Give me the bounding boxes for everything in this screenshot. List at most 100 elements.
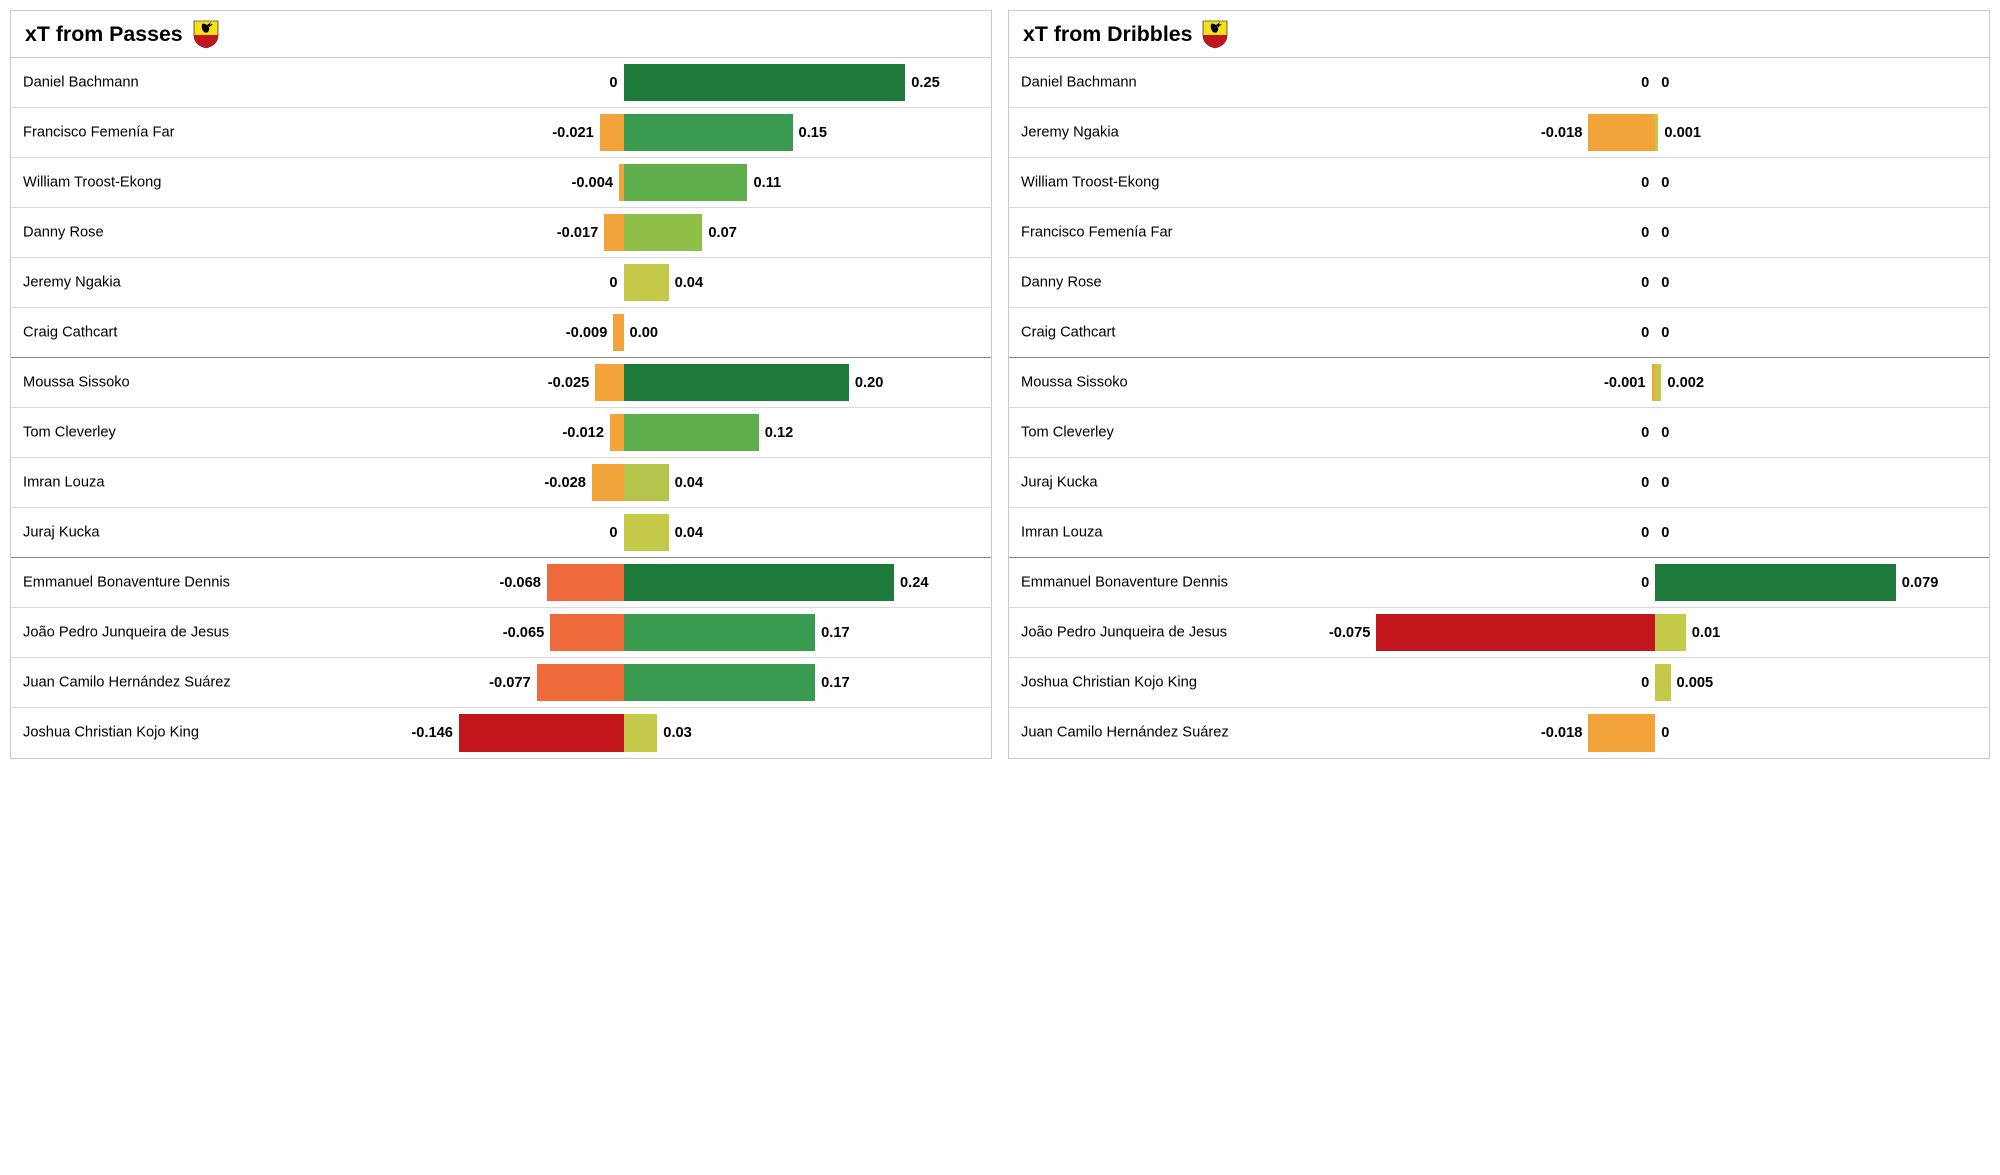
player-name: Juraj Kucka — [1021, 474, 1098, 491]
neg-value-label: -0.017 — [557, 225, 599, 241]
pos-value-label: 0.07 — [708, 225, 737, 241]
neg-value-label: -0.018 — [1541, 125, 1583, 141]
player-name: João Pedro Junqueira de Jesus — [23, 624, 229, 641]
player-name: João Pedro Junqueira de Jesus — [1021, 624, 1227, 641]
chart-row: Jeremy Ngakia 00.04 — [11, 258, 991, 308]
pos-bar — [1655, 664, 1670, 701]
neg-value-label: -0.012 — [562, 425, 604, 441]
pos-value-label: 0.15 — [799, 125, 828, 141]
chart-row: Imran Louza00 — [1009, 508, 1989, 558]
chart-row: Juan Camilo Hernández Suárez -0.018 0 — [1009, 708, 1989, 758]
bar-area: -0.025 0.20 — [285, 364, 961, 401]
pos-value-label: 0.20 — [855, 375, 884, 391]
neg-bar — [1588, 714, 1655, 752]
bar-area: 00 — [1283, 214, 1959, 251]
neg-value-label: 0 — [1641, 325, 1649, 341]
player-name: Jeremy Ngakia — [23, 274, 121, 291]
pos-value-label: 0.12 — [765, 425, 794, 441]
neg-value-label: -0.018 — [1541, 725, 1583, 741]
pos-bar — [624, 414, 759, 451]
chart-row: Moussa Sissoko -0.025 0.20 — [11, 358, 991, 408]
neg-value-label: -0.025 — [548, 375, 590, 391]
neg-value-label: -0.077 — [489, 675, 531, 691]
pos-value-label: 0.01 — [1692, 625, 1721, 641]
neg-bar — [595, 364, 623, 401]
player-name: William Troost-Ekong — [23, 174, 161, 191]
bar-area: -0.0180.001 — [1283, 114, 1959, 151]
neg-bar — [600, 114, 624, 151]
pos-value-label: 0.24 — [900, 575, 929, 591]
chart-rows: Daniel Bachmann00 Jeremy Ngakia -0.0180.00… — [1009, 58, 1989, 758]
pos-bar — [1655, 614, 1685, 651]
chart-row: Danny Rose -0.017 0.07 — [11, 208, 991, 258]
neg-bar — [613, 314, 623, 351]
bar-area: 00 — [1283, 414, 1959, 451]
chart-row: Daniel Bachmann 00.25 — [11, 58, 991, 108]
neg-bar — [459, 714, 624, 752]
player-name: Jeremy Ngakia — [1021, 124, 1119, 141]
neg-value-label: -0.028 — [544, 475, 586, 491]
pos-bar — [624, 164, 748, 201]
bar-area: 00.25 — [285, 64, 961, 101]
chart-row: Juan Camilo Hernández Suárez-0.0770.17 — [11, 658, 991, 708]
chart-row: Craig Cathcart 00 — [1009, 308, 1989, 358]
pos-value-label: 0.17 — [821, 625, 850, 641]
player-name: Moussa Sissoko — [23, 374, 130, 391]
neg-value-label: -0.004 — [571, 175, 613, 191]
pos-value-label: 0 — [1661, 325, 1669, 341]
chart-panel-passes: xT from Passes Daniel Bachmann 00.25 Franc… — [10, 10, 992, 759]
pos-value-label: 0.03 — [663, 725, 692, 741]
neg-value-label: 0 — [1641, 275, 1649, 291]
chart-row: Daniel Bachmann00 — [1009, 58, 1989, 108]
chart-row: Danny Rose00 — [1009, 258, 1989, 308]
bar-area: -0.012 0.12 — [285, 414, 961, 451]
neg-bar — [610, 414, 624, 451]
bar-area: 00.005 — [1283, 664, 1959, 701]
player-name: Francisco Femenía Far — [23, 124, 175, 141]
bar-area: 00 — [1283, 164, 1959, 201]
neg-value-label: 0 — [1641, 575, 1649, 591]
player-name: Daniel Bachmann — [23, 74, 139, 91]
chart-row: Emmanuel Bonaventure Dennis00.079 — [1009, 558, 1989, 608]
neg-value-label: 0 — [1641, 225, 1649, 241]
bar-area: 00 — [1283, 314, 1959, 351]
pos-value-label: 0.04 — [675, 525, 704, 541]
neg-value-label: -0.146 — [411, 725, 453, 741]
club-logo-icon — [193, 19, 219, 49]
player-name: Tom Cleverley — [1021, 424, 1114, 441]
player-name: William Troost-Ekong — [1021, 174, 1159, 191]
chart-row: William Troost-Ekong -0.0040.11 — [11, 158, 991, 208]
chart-row: Emmanuel Bonaventure Dennis-0.0680.24 — [11, 558, 991, 608]
pos-value-label: 0.00 — [630, 325, 659, 341]
pos-value-label: 0 — [1661, 725, 1669, 741]
pos-bar — [624, 514, 669, 551]
bar-area: -0.018 0 — [1283, 714, 1959, 752]
bar-area: 00.04 — [285, 264, 961, 301]
pos-value-label: 0 — [1661, 75, 1669, 91]
player-name: Juan Camilo Hernández Suárez — [1021, 725, 1229, 742]
neg-bar — [550, 614, 623, 651]
pos-bar — [1655, 364, 1661, 401]
pos-value-label: 0 — [1661, 275, 1669, 291]
chart-row: William Troost-Ekong 00 — [1009, 158, 1989, 208]
chart-row: Francisco Femenía Far00 — [1009, 208, 1989, 258]
chart-row: Craig Cathcart-0.0090.00 — [11, 308, 991, 358]
neg-bar — [1376, 614, 1655, 651]
chart-title: xT from Passes — [25, 22, 183, 47]
player-name: Tom Cleverley — [23, 424, 116, 441]
pos-bar — [624, 714, 658, 752]
bar-area: -0.0040.11 — [285, 164, 961, 201]
neg-value-label: 0 — [1641, 75, 1649, 91]
player-name: Craig Cathcart — [1021, 324, 1116, 341]
pos-value-label: 0 — [1661, 175, 1669, 191]
neg-value-label: 0 — [1641, 175, 1649, 191]
player-name: Imran Louza — [23, 474, 104, 491]
pos-value-label: 0 — [1661, 225, 1669, 241]
bar-area: -0.0770.17 — [285, 664, 961, 701]
player-name: Danny Rose — [23, 224, 104, 241]
chart-row: Jeremy Ngakia -0.0180.001 — [1009, 108, 1989, 158]
bar-area: 00 — [1283, 514, 1959, 551]
bar-area: 00 — [1283, 264, 1959, 301]
neg-bar — [547, 564, 624, 601]
neg-value-label: 0 — [1641, 675, 1649, 691]
